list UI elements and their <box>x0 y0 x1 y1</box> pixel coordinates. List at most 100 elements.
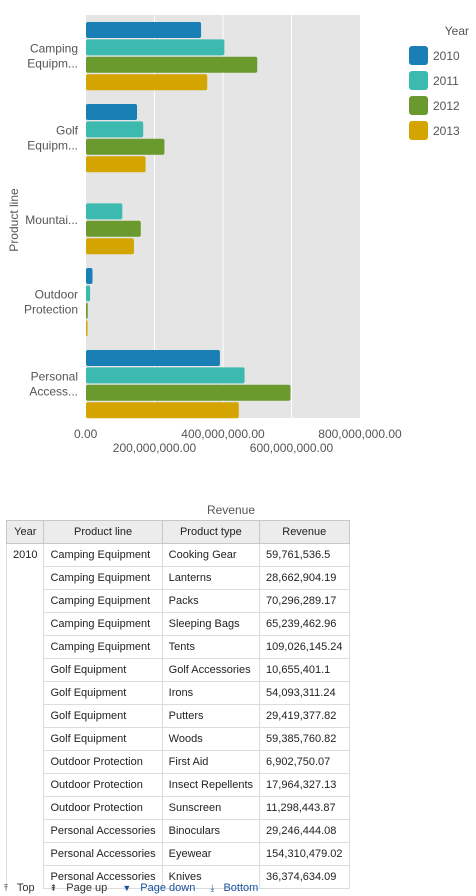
table-header-row: Year Product line Product type Revenue <box>5 520 350 544</box>
column-header-revenue[interactable]: Revenue <box>259 520 350 544</box>
table-body: 2010 Camping Equipment Cooking Gear 59,761,… <box>5 543 350 889</box>
product-type-cell: First Aid <box>161 750 261 774</box>
column-header-product-line[interactable]: Product line <box>43 520 163 544</box>
revenue-cell: 59,385,760.82 <box>259 727 350 751</box>
page-up-icon: ⇞ <box>49 883 58 893</box>
table-row: Outdoor Protection Sunscreen 11,298,443.87 <box>7 796 350 820</box>
product-type-cell: Putters <box>161 704 261 728</box>
legend-title: Year <box>445 24 469 38</box>
category-label: Equipm... <box>27 57 78 71</box>
bar-2013-1[interactable] <box>86 156 146 173</box>
revenue-cell: 29,419,377.82 <box>259 704 350 728</box>
product-line-cell: Personal Accessories <box>43 865 163 889</box>
product-line-cell: Camping Equipment <box>43 566 163 590</box>
page-down-icon: ▼ <box>122 883 132 893</box>
pager-page-down-label[interactable]: Page down <box>140 882 196 894</box>
bar-2013-4[interactable] <box>86 402 239 419</box>
table-row: Golf Equipment Woods 59,385,760.82 <box>7 727 350 751</box>
product-line-cell: Personal Accessories <box>43 842 163 866</box>
product-type-cell: Irons <box>161 681 261 705</box>
x-tick-label: 400,000,000.00 <box>181 427 265 441</box>
category-label: Equipm... <box>27 139 78 153</box>
product-line-cell: Golf Equipment <box>43 704 163 728</box>
legend-swatch-2010[interactable] <box>409 46 428 65</box>
bar-2012-0[interactable] <box>86 56 258 73</box>
revenue-cell: 28,662,904.19 <box>259 566 350 590</box>
product-type-cell: Woods <box>161 727 261 751</box>
legend-swatch-2011[interactable] <box>409 71 428 90</box>
bar-2011-3[interactable] <box>86 285 91 302</box>
bar-2013-3[interactable] <box>86 320 88 337</box>
table-row: Golf Equipment Irons 54,093,311.24 <box>7 681 350 705</box>
product-line-cell: Camping Equipment <box>43 589 163 613</box>
bar-2010-3[interactable] <box>86 268 93 284</box>
bar-2011-4[interactable] <box>86 367 245 384</box>
bar-2011-0[interactable] <box>86 39 225 56</box>
category-label: Outdoor <box>35 288 78 302</box>
revenue-cell: 59,761,536.5 <box>259 543 350 567</box>
product-type-cell: Cooking Gear <box>161 543 261 567</box>
bar-2010-1[interactable] <box>86 104 138 120</box>
bar-2013-2[interactable] <box>86 238 134 255</box>
legend-swatch-2012[interactable] <box>409 96 428 115</box>
revenue-cell: 54,093,311.24 <box>259 681 350 705</box>
revenue-bar-chart: CampingEquipm...GolfEquipm...Mountai...O… <box>7 15 469 455</box>
product-line-cell: Camping Equipment <box>43 635 163 659</box>
pager-page-up-label: Page up <box>66 882 108 894</box>
legend-label-2012[interactable]: 2012 <box>433 99 460 113</box>
revenue-table: Year Product line Product type Revenue 2… <box>5 520 350 889</box>
product-line-cell: Personal Accessories <box>43 819 163 843</box>
product-type-cell: Insect Repellents <box>161 773 261 797</box>
bar-2011-1[interactable] <box>86 121 144 138</box>
product-line-cell: Outdoor Protection <box>43 773 163 797</box>
column-header-product-type[interactable]: Product type <box>161 520 261 544</box>
pager-bottom-label[interactable]: Bottom <box>223 882 259 894</box>
category-label: Camping <box>30 42 78 56</box>
product-type-cell: Knives <box>161 865 261 889</box>
bottom-icon: ⤓ <box>210 883 215 893</box>
legend-label-2010[interactable]: 2010 <box>433 49 460 63</box>
legend-label-2011[interactable]: 2011 <box>433 74 459 88</box>
product-type-cell: Tents <box>161 635 261 659</box>
bar-2012-1[interactable] <box>86 138 165 155</box>
table-row: Camping Equipment Tents 109,026,145.24 <box>7 635 350 659</box>
product-line-cell: Outdoor Protection <box>43 750 163 774</box>
column-header-year[interactable]: Year <box>5 520 45 544</box>
revenue-cell: 11,298,443.87 <box>259 796 350 820</box>
bar-2012-4[interactable] <box>86 384 291 401</box>
pager-page-up: ⇞ Page up <box>50 882 114 894</box>
bar-2012-3[interactable] <box>86 302 88 319</box>
table-row: Camping Equipment Sleeping Bags 65,239,462… <box>7 612 350 636</box>
pager-bottom[interactable]: ⤓ Bottom <box>210 882 264 894</box>
legend-swatch-2013[interactable] <box>409 121 428 140</box>
product-type-cell: Sunscreen <box>161 796 261 820</box>
product-line-cell: Camping Equipment <box>43 612 163 636</box>
product-line-cell: Outdoor Protection <box>43 796 163 820</box>
table-row: Golf Equipment Golf Accessories 10,655,401… <box>7 658 350 682</box>
category-label: Personal <box>31 370 78 384</box>
revenue-cell: 17,964,327.13 <box>259 773 350 797</box>
pager-page-down[interactable]: ▼ Page down <box>122 882 201 894</box>
revenue-cell: 109,026,145.24 <box>259 635 350 659</box>
product-type-cell: Lanterns <box>161 566 261 590</box>
bar-2011-2[interactable] <box>86 203 123 220</box>
report-title: Revenue <box>206 503 256 517</box>
bar-2010-0[interactable] <box>86 22 202 38</box>
table-row: Personal Accessories Knives 36,374,634.09 <box>7 865 350 889</box>
x-tick-label: 600,000,000.00 <box>250 441 334 455</box>
category-label: Mountai... <box>25 213 78 227</box>
bar-2010-4[interactable] <box>86 350 220 366</box>
pager-top-label: Top <box>16 882 35 894</box>
category-label: Golf <box>56 124 79 138</box>
bar-2013-0[interactable] <box>86 74 208 91</box>
top-icon: ⤒ <box>4 883 8 893</box>
table-row: Golf Equipment Putters 29,419,377.82 <box>7 704 350 728</box>
table-row: Outdoor Protection Insect Repellents 17,96… <box>7 773 350 797</box>
category-label: Protection <box>24 303 78 317</box>
legend: 2010 2011 2012 2013 <box>409 46 460 140</box>
legend-label-2013[interactable]: 2013 <box>433 124 460 138</box>
product-line-cell: Golf Equipment <box>43 727 163 751</box>
bar-2012-2[interactable] <box>86 220 141 237</box>
table-row: 2010 Camping Equipment Cooking Gear 59,761,… <box>5 543 350 889</box>
table-row: Outdoor Protection First Aid 6,902,750.07 <box>7 750 350 774</box>
